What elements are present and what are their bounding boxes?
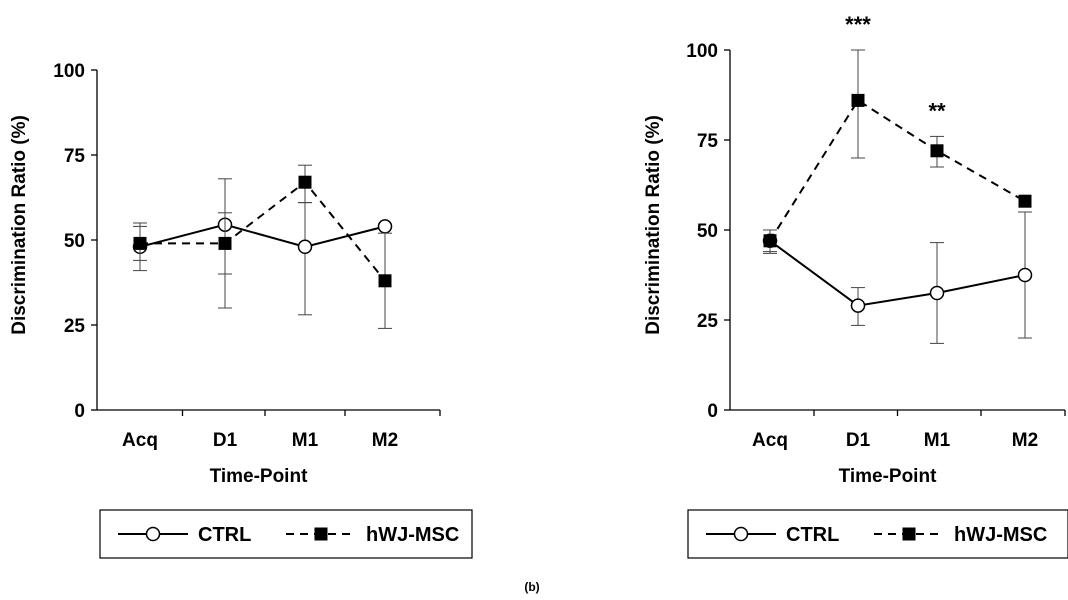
y-tick-label: 100 [53,61,85,82]
chart-right: 0 25 50 75 100 Acq D1 M1 M2 Time-Point Discriminat… [643,12,1068,559]
significance-label: *** [845,12,871,37]
y-tick-label: 25 [64,316,86,337]
series-line-ctrl [769,239,1026,307]
chart-left: 0 25 50 75 100 Acq D1 M1 M2 Time-Point Discriminat… [9,61,473,559]
data-point [218,236,232,250]
series-line-hwj-msc [140,180,386,282]
y-axis-title: Discrimination Ratio (%) [643,115,664,335]
data-point [763,234,777,248]
y-tick-label: 50 [64,231,85,252]
significance-label: ** [928,98,946,123]
legend-label: hWJ-MSC [954,524,1047,546]
data-point [133,236,147,250]
legend-marker [314,527,328,541]
data-point [377,219,393,234]
figure-label: (b) [524,580,539,594]
legend-label: CTRL [198,524,251,546]
y-tick-label: 100 [686,41,718,62]
x-tick-label: M1 [924,430,951,451]
legend-label: hWJ-MSC [366,524,459,546]
data-point [297,239,313,255]
y-tick-label: 25 [697,311,719,332]
data-point [851,93,865,107]
legend-label: CTRL [786,524,839,546]
series-line-ctrl [139,223,386,248]
y-tick-label: 75 [64,146,86,167]
x-tick-label: D1 [846,430,871,451]
x-axis-title: Time-Point [210,466,308,487]
legend: CTRL hWJ-MSC [687,509,1068,559]
y-axis-title: Discrimination Ratio (%) [9,115,30,335]
x-axis-title: Time-Point [839,466,937,487]
legend-marker [145,526,161,542]
y-tick-label: 50 [697,221,718,242]
data-point [378,274,392,288]
data-point [850,298,866,313]
data-point [930,144,944,158]
y-tick-label: 75 [697,131,719,152]
data-point [298,175,312,189]
data-point [929,285,945,301]
data-point [1017,267,1033,283]
x-tick-label: Acq [752,430,788,451]
series-line-hwj-msc [769,99,1026,242]
y-tick-label: 0 [74,401,85,422]
legend-marker [733,526,749,542]
legend: CTRL hWJ-MSC [99,509,473,559]
x-tick-label: M2 [372,430,398,451]
data-point [1018,194,1032,208]
x-tick-label: Acq [122,430,158,451]
x-tick-label: M1 [292,430,319,451]
y-tick-label: 0 [707,401,718,422]
legend-marker [902,527,916,541]
x-tick-label: M2 [1012,430,1038,451]
x-tick-label: D1 [213,430,238,451]
